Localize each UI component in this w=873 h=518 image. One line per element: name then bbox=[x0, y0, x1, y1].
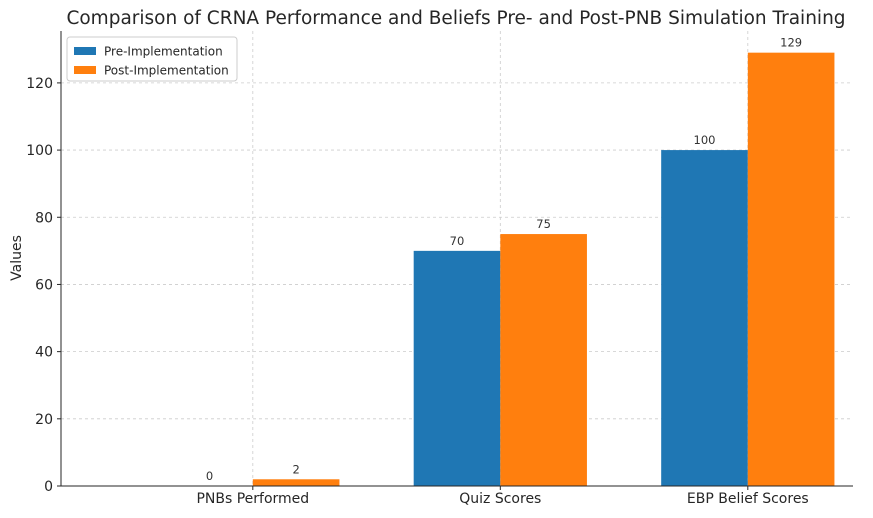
data-label: 0 bbox=[206, 469, 213, 483]
bar-pre-2 bbox=[661, 150, 748, 486]
legend-entry: Post-Implementation bbox=[104, 64, 229, 78]
y-tick-label: 100 bbox=[26, 143, 53, 159]
data-label: 75 bbox=[536, 217, 551, 231]
y-tick-label: 0 bbox=[44, 479, 53, 495]
legend-frame bbox=[66, 36, 238, 82]
legend-swatch bbox=[74, 47, 96, 55]
data-label: 100 bbox=[694, 133, 716, 147]
x-tick-label: PNBs Performed bbox=[196, 491, 309, 507]
bars-layer bbox=[252, 52, 835, 487]
bar-post-1 bbox=[500, 234, 587, 486]
y-tick-label: 60 bbox=[35, 277, 53, 293]
legend: Pre-Implementation Post-Implementation bbox=[66, 36, 238, 82]
y-tick-label: 20 bbox=[35, 412, 53, 428]
y-tick-label: 120 bbox=[26, 76, 53, 92]
data-label: 70 bbox=[450, 234, 465, 248]
data-labels-layer: 0 70 100 2 75 129 bbox=[206, 36, 802, 483]
y-axis-label: Values bbox=[9, 235, 25, 281]
data-label: 129 bbox=[780, 36, 802, 50]
x-tick-label: EBP Belief Scores bbox=[687, 491, 809, 507]
legend-entry: Pre-Implementation bbox=[104, 45, 223, 59]
data-label: 2 bbox=[292, 462, 299, 476]
chart-title: Comparison of CRNA Performance and Belie… bbox=[66, 8, 845, 29]
bar-post-0 bbox=[252, 479, 340, 486]
y-tick-label: 80 bbox=[35, 210, 53, 226]
x-tick-label: Quiz Scores bbox=[459, 491, 541, 507]
y-tick-label: 40 bbox=[35, 345, 53, 361]
bar-post-2 bbox=[747, 52, 835, 487]
legend-swatch bbox=[74, 66, 96, 74]
bar-pre-1 bbox=[413, 250, 501, 486]
